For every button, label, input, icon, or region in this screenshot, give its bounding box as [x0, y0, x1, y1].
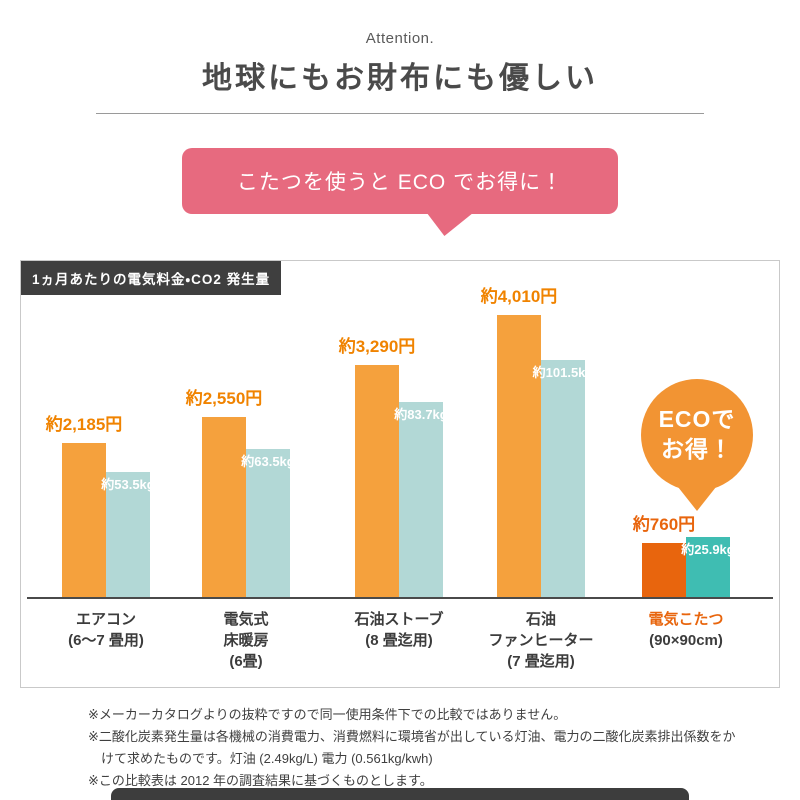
- cost-value-label: 約3,290円: [338, 337, 416, 356]
- footnote-2: ※この比較表は 2012 年の調査結果に基づくものとします。: [88, 773, 433, 789]
- footnotes: ※メーカーカタログよりの抜粋ですので同一使用条件下での比較ではありません。 ※二酸…: [88, 704, 740, 792]
- co2-bar: [541, 360, 585, 597]
- speech-bubble-text: こたつを使うと ECO でお得に！: [236, 171, 564, 194]
- co2-value-label: 約53.5kg: [101, 477, 155, 492]
- co2-value-label: 約63.5kg: [241, 454, 295, 469]
- bar-group-0: 約2,185円約53.5kg: [46, 259, 155, 597]
- category-label-2: 石油ストーブ (8 畳迄用): [354, 611, 444, 649]
- chart-plot: ECOで お得！ 約2,185円約53.5kg 約2,550円約63.5kg 約3,…: [21, 261, 779, 599]
- cost-bar: [202, 417, 246, 597]
- cost-bar: [62, 443, 106, 597]
- attention-label: Attention.: [365, 30, 435, 47]
- title-divider: [96, 113, 704, 114]
- category-label-0: エアコン (6〜7 畳用): [68, 611, 144, 649]
- cost-bar: [642, 543, 686, 597]
- eco-badge-line1: ECOで: [658, 406, 736, 433]
- chart-panel: 1ヵ月あたりの電気料金・CO2 発生量 ECOで お得！ 約2,185円約53.…: [20, 260, 780, 688]
- cost-value-label: 約2,550円: [185, 389, 263, 408]
- bar-group-2: 約3,290円約83.7kg: [339, 259, 448, 597]
- category-label-4: 電気こたつ (90×90cm): [648, 611, 724, 649]
- eco-badge: ECOで お得！: [641, 379, 753, 511]
- page-title: 地球にもお財布にも優しい: [202, 62, 598, 95]
- footnote-0: ※メーカーカタログよりの抜粋ですので同一使用条件下での比較ではありません。: [88, 707, 567, 722]
- cost-bar: [355, 365, 399, 597]
- category-labels: エアコン (6〜7 畳用) 電気式 床暖房 (6畳) 石油ストーブ (8 畳迄用) 石油 ファン…: [21, 601, 779, 687]
- eco-badge-line2: お得！: [661, 436, 733, 462]
- co2-value-label: 約101.5kg: [532, 365, 594, 380]
- co2-bar: [246, 449, 290, 597]
- cost-bar: [497, 315, 541, 597]
- speech-bubble-tail: [426, 212, 475, 236]
- bar-group-1: 約2,550円約63.5kg: [186, 259, 295, 597]
- speech-bubble: こたつを使うと ECO でお得に！: [182, 148, 618, 236]
- bar-group-3: 約4,010円約101.5kg: [481, 259, 593, 597]
- co2-value-label: 約83.7kg: [394, 407, 448, 422]
- cost-value-label: 約4,010円: [480, 287, 558, 306]
- next-section-edge: [111, 788, 689, 800]
- co2-bar: [399, 402, 443, 597]
- footnote-1: ※二酸化炭素発生量は各機械の消費電力、消費燃料に環境省が出している灯油、電力の二…: [88, 729, 736, 767]
- bar-group-4: 約760円約25.9kg: [633, 259, 735, 597]
- cost-value-label: 約760円: [632, 515, 696, 534]
- co2-bar: [686, 537, 730, 597]
- cost-value-label: 約2,185円: [45, 415, 123, 434]
- co2-bar: [106, 472, 150, 597]
- chart-title-badge: 1ヵ月あたりの電気料金・CO2 発生量: [21, 261, 282, 295]
- chart-baseline: [27, 597, 773, 599]
- co2-value-label: 約25.9kg: [681, 542, 735, 557]
- category-label-1: 電気式 床暖房 (6畳): [223, 611, 269, 670]
- category-label-3: 石油 ファンヒーター (7 畳迄用): [488, 611, 594, 670]
